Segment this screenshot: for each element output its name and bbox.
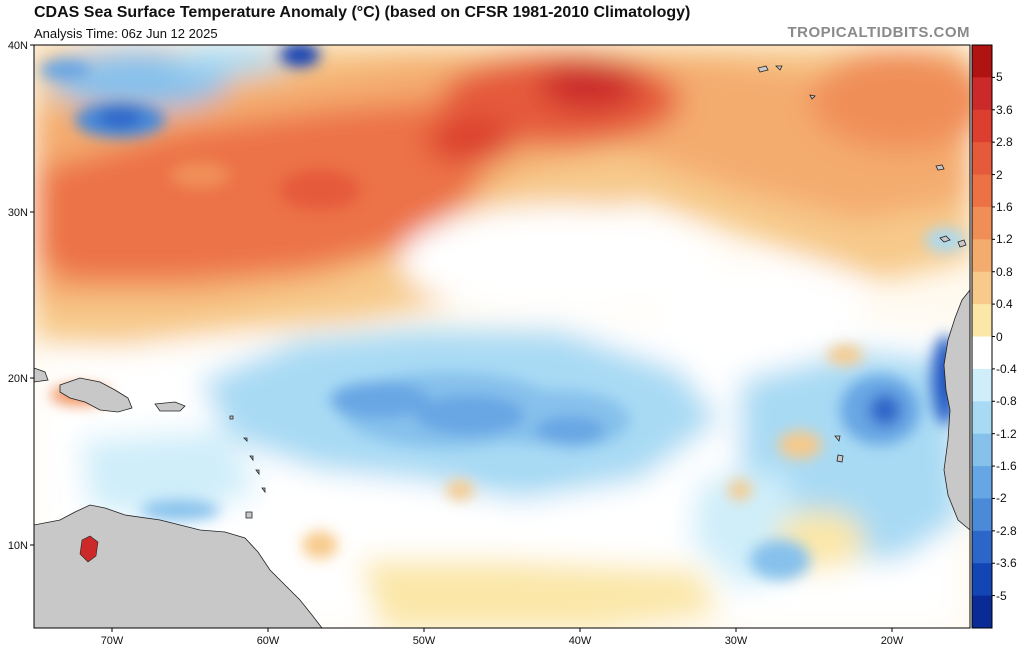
colorbar-segment [972,401,992,435]
south-america-land [34,504,323,628]
colorbar-segment [972,239,992,273]
colorbar-segment [972,336,992,370]
lat-label: 10N [8,540,28,552]
colorbar-segment [972,304,992,337]
colorbar-label: -2 [996,491,1007,506]
plot-frame [33,44,971,629]
colorbar-segment [972,433,992,467]
cuba-land [34,367,49,383]
africa-land [943,289,970,531]
colorbar-label: 0.4 [996,297,1013,312]
colorbar-label: 2 [996,167,1003,182]
colorbar-segment [972,563,992,597]
cape-verde-islands [834,435,844,463]
colorbar-label: -0.8 [996,394,1017,409]
colorbar-label: 5 [996,70,1003,85]
colorbar-label: 2.8 [996,135,1013,150]
map-title: CDAS Sea Surface Temperature Anomaly (°C… [34,4,691,21]
colorbar-label: -0.4 [996,361,1017,376]
colorbar-label: 0 [996,329,1003,344]
madeira-island [935,164,945,171]
colorbar-label: 1.2 [996,232,1013,247]
colorbar-segment [972,109,992,143]
azores-islands [757,65,816,100]
colorbar-segment [972,466,992,499]
anomaly-field-broad [34,45,970,628]
colorbar-segment [972,271,992,305]
lat-label: 40N [8,40,28,52]
hispaniola-land [59,377,133,413]
colorbar-segment [972,77,992,111]
colorbar-label: -1.2 [996,426,1017,441]
latitude-axis: 40N 30N 20N 10N [8,40,34,552]
lat-label: 20N [8,373,28,385]
colorbar-segment [972,142,992,176]
lon-label: 60W [257,635,280,647]
lon-label: 40W [569,635,592,647]
canary-islands [939,235,967,248]
lon-label: 50W [413,635,436,647]
colorbar-label: -5 [996,588,1007,603]
lesser-antilles [229,415,266,519]
lon-label: 30W [725,635,748,647]
lake-maracaibo [79,535,99,563]
colorbar-segment [972,368,992,402]
colorbar-label: -1.6 [996,459,1017,474]
colorbar-segment [972,530,992,564]
lon-label: 70W [101,635,124,647]
colorbar-label: 0.8 [996,264,1013,279]
colorbar-segment [972,498,992,532]
lat-label: 30N [8,207,28,219]
lon-label: 20W [881,635,904,647]
colorbar-label: -2.8 [996,523,1017,538]
colorbar-segment [972,595,992,629]
colorbar-segment [972,45,992,78]
colorbar-segment [972,206,992,240]
colorbar-label: 1.6 [996,199,1013,214]
land-masses [34,65,970,628]
analysis-time: Analysis Time: 06z Jun 12 2025 [34,26,218,41]
colorbar-segment [972,174,992,208]
colorbar-label: -3.6 [996,556,1017,571]
longitude-axis: 70W 60W 50W 40W 30W 20W [101,628,904,647]
colorbar [971,44,995,629]
site-watermark: TROPICALTIDBITS.COM [787,24,970,41]
puerto-rico-land [154,401,186,412]
colorbar-label: 3.6 [996,102,1013,117]
